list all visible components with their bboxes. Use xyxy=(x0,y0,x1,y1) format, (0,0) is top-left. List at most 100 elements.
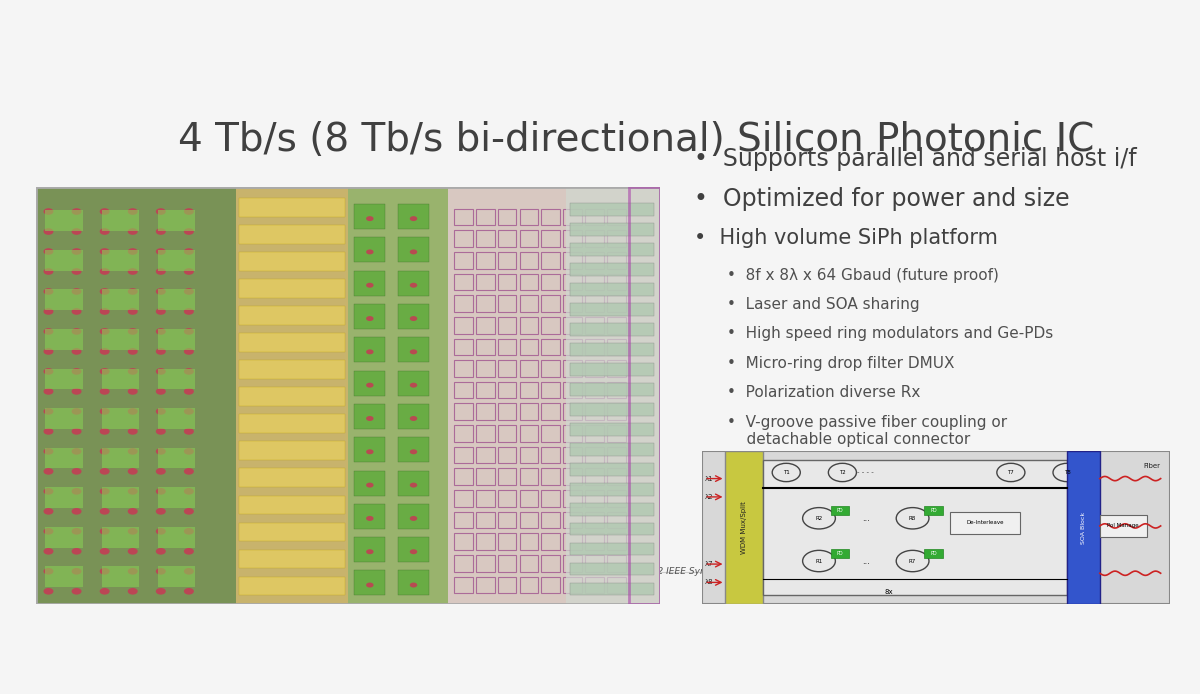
Circle shape xyxy=(127,468,138,475)
Bar xyxy=(629,187,660,604)
Circle shape xyxy=(43,408,54,415)
Bar xyxy=(498,403,516,420)
Text: Integrated Photonics Solutions: Integrated Photonics Solutions xyxy=(178,591,349,601)
Bar xyxy=(46,329,83,350)
Circle shape xyxy=(156,268,166,275)
Bar xyxy=(520,273,539,290)
Circle shape xyxy=(43,228,54,235)
Bar xyxy=(476,230,494,247)
Bar xyxy=(541,555,560,572)
Bar xyxy=(607,295,625,312)
Bar xyxy=(586,534,604,550)
Circle shape xyxy=(43,448,54,455)
Text: 10: 10 xyxy=(1057,591,1070,601)
Circle shape xyxy=(184,308,194,315)
Bar xyxy=(454,339,473,355)
Circle shape xyxy=(156,428,166,434)
Text: SOA Block: SOA Block xyxy=(1081,511,1086,543)
Bar xyxy=(520,209,539,226)
Text: •  Laser and SOA sharing: • Laser and SOA sharing xyxy=(727,297,919,312)
Text: ...: ... xyxy=(862,514,870,523)
Bar xyxy=(498,577,516,593)
Circle shape xyxy=(100,508,109,515)
Circle shape xyxy=(409,416,418,421)
Circle shape xyxy=(43,588,54,595)
Text: •  Optimized for power and size: • Optimized for power and size xyxy=(694,187,1069,212)
Circle shape xyxy=(43,468,54,475)
Circle shape xyxy=(127,508,138,515)
Bar xyxy=(586,403,604,420)
Bar xyxy=(454,295,473,312)
Circle shape xyxy=(997,464,1025,482)
Circle shape xyxy=(72,228,82,235)
Bar xyxy=(563,360,582,377)
Circle shape xyxy=(43,508,54,515)
Bar xyxy=(763,460,1067,595)
Bar xyxy=(454,555,473,572)
Bar xyxy=(454,447,473,464)
Bar xyxy=(563,382,582,398)
Bar xyxy=(46,369,83,389)
Text: Pol Manage: Pol Manage xyxy=(1108,523,1139,528)
Circle shape xyxy=(72,208,82,215)
Bar xyxy=(563,230,582,247)
Bar xyxy=(541,273,560,290)
Bar xyxy=(239,441,344,460)
Circle shape xyxy=(156,328,166,335)
Bar xyxy=(354,504,385,529)
Bar xyxy=(570,383,654,396)
Bar xyxy=(563,273,582,290)
Circle shape xyxy=(184,328,194,335)
Text: •  High volume SiPh platform: • High volume SiPh platform xyxy=(694,228,998,248)
Bar xyxy=(239,306,344,325)
Circle shape xyxy=(72,548,82,555)
Bar xyxy=(157,527,196,548)
Circle shape xyxy=(184,288,194,295)
Circle shape xyxy=(409,282,418,288)
Bar xyxy=(924,549,943,558)
Bar xyxy=(607,230,625,247)
Bar xyxy=(46,448,83,468)
Circle shape xyxy=(127,208,138,215)
Bar xyxy=(520,425,539,442)
Bar xyxy=(541,230,560,247)
Circle shape xyxy=(828,464,857,482)
Bar xyxy=(607,534,625,550)
Bar xyxy=(498,360,516,377)
Circle shape xyxy=(100,288,109,295)
Bar xyxy=(563,447,582,464)
Circle shape xyxy=(156,548,166,555)
Bar xyxy=(541,468,560,485)
Circle shape xyxy=(100,408,109,415)
Bar xyxy=(157,448,196,468)
Bar xyxy=(239,225,344,244)
Bar xyxy=(566,187,660,604)
Circle shape xyxy=(156,308,166,315)
Bar xyxy=(563,295,582,312)
Circle shape xyxy=(100,388,109,395)
Bar xyxy=(607,490,625,507)
Circle shape xyxy=(127,328,138,335)
Bar xyxy=(586,555,604,572)
Circle shape xyxy=(72,308,82,315)
Bar xyxy=(239,252,344,271)
Circle shape xyxy=(156,408,166,415)
Circle shape xyxy=(72,508,82,515)
Circle shape xyxy=(366,549,373,555)
Bar xyxy=(476,490,494,507)
Bar xyxy=(476,273,494,290)
Bar xyxy=(46,408,83,429)
Bar xyxy=(476,468,494,485)
Circle shape xyxy=(896,550,929,572)
Bar xyxy=(354,271,385,296)
Bar xyxy=(398,271,430,296)
Circle shape xyxy=(100,248,109,255)
Circle shape xyxy=(127,428,138,434)
Bar xyxy=(586,230,604,247)
Bar xyxy=(157,329,196,350)
Circle shape xyxy=(72,428,82,434)
Bar xyxy=(498,209,516,226)
Bar xyxy=(498,468,516,485)
Circle shape xyxy=(100,548,109,555)
Bar xyxy=(607,447,625,464)
